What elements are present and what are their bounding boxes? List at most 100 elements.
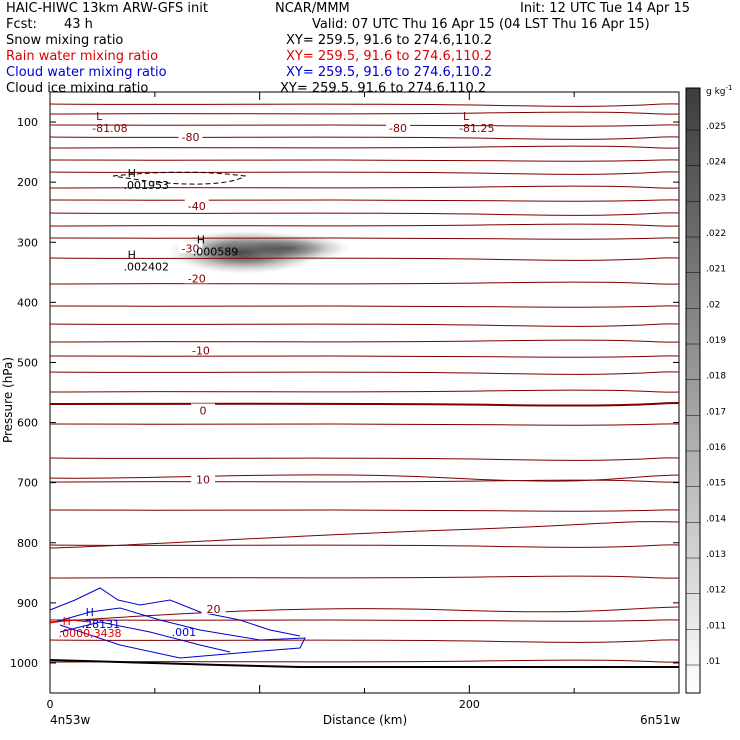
- y-tick-label: 200: [17, 176, 38, 189]
- isotherm-line: [49, 389, 680, 393]
- isotherm-label: -40: [188, 200, 206, 213]
- isotherm-line: [49, 323, 680, 327]
- colorbar-tick-label: .016: [706, 443, 726, 453]
- isotherm-line: [49, 305, 680, 308]
- y-tick-label: 500: [17, 356, 38, 369]
- isotherm-line: [49, 371, 680, 375]
- colorbar-tick-label: .025: [706, 122, 726, 132]
- extremum-marker: H: [128, 248, 136, 261]
- extremum-value: .000589: [193, 245, 239, 258]
- isotherm-line: [49, 339, 680, 343]
- terrain-line: [49, 659, 679, 668]
- freezing-level-isotherm: [49, 402, 680, 407]
- x-axis: 0 200: [47, 92, 680, 711]
- forecast-hours: 43 h: [64, 17, 93, 32]
- extremum-value: .001953: [124, 179, 169, 192]
- init-time: Init: 12 UTC Tue 14 Apr 15: [520, 1, 691, 16]
- colorbar-tick-label: .015: [706, 479, 726, 489]
- isotherm-line: [49, 457, 680, 461]
- field-snow-xy: XY= 259.5, 91.6 to 274.6,110.2: [286, 33, 493, 48]
- isotherm-line: [49, 212, 680, 216]
- isotherm-label-bg: [191, 472, 216, 485]
- colorbar-tick-label: .014: [706, 514, 726, 524]
- isotherm-line: [49, 474, 680, 482]
- colorbar-tick-label: .021: [706, 265, 726, 275]
- field-cloudwater-name: Cloud water mixing ratio: [6, 65, 167, 80]
- isotherm-line: [49, 237, 680, 240]
- extremum-value: .28131: [82, 618, 121, 631]
- isotherm-label: -30: [181, 242, 199, 255]
- y-tick-label: 700: [17, 477, 38, 490]
- isotherm-label-bg: [178, 130, 203, 143]
- x-tick-label: 200: [459, 698, 480, 711]
- colorbar-tick-label: .01: [706, 657, 720, 667]
- y-tick-label: 900: [17, 597, 38, 610]
- extremum-marker: H: [197, 233, 205, 246]
- y-tick-label: 300: [17, 236, 38, 249]
- isotherm-label: 10: [196, 474, 210, 487]
- y-tick-label: 1000: [10, 657, 38, 670]
- isotherm-line: [49, 136, 680, 140]
- colorbar-tick-label: .024: [706, 158, 726, 168]
- colorbar-tick-label: .011: [706, 621, 726, 631]
- isotherm-line: [49, 103, 680, 107]
- isotherm-lines: [49, 103, 680, 663]
- extremum-marker: L: [463, 110, 470, 123]
- x-axis-title: Distance (km): [323, 713, 407, 727]
- field-snow-name: Snow mixing ratio: [6, 33, 124, 48]
- field-rain-xy: XY= 259.5, 91.6 to 274.6,110.2: [286, 49, 493, 64]
- organization-label: NCAR/MMM: [275, 1, 350, 16]
- isotherm-line: [49, 575, 680, 579]
- plot-frame: [49, 91, 680, 694]
- cloud-ice-contour: [112, 171, 247, 185]
- cloud-water-contours: [49, 587, 306, 659]
- colorbar-tick-label: .017: [706, 407, 726, 417]
- colorbar: [685, 87, 701, 694]
- extremum-marker: L: [96, 110, 103, 123]
- extremum-marker: H: [63, 615, 71, 628]
- isotherm-label: -20: [188, 272, 206, 285]
- colorbar-tick-label: .012: [706, 586, 726, 596]
- isotherm-line: [49, 145, 680, 149]
- colorbar-tick-label: .019: [706, 336, 726, 346]
- isotherm-line: [49, 355, 680, 358]
- isotherm-label-bg: [191, 403, 216, 416]
- y-tick-label: 600: [17, 417, 38, 430]
- y-tick-label: 400: [17, 296, 38, 309]
- isotherm-line: [49, 124, 680, 127]
- snow-mixing-ratio-shading-tail: [230, 234, 350, 262]
- x-endpoint-left: 4n53w: [50, 713, 91, 727]
- plot-title: HAIC-HIWC 13km ARW-GFS init: [6, 1, 208, 16]
- isotherm-label-bg: [184, 199, 209, 212]
- colorbar-unit: g kg-1: [706, 84, 732, 97]
- x-tick-label: 0: [47, 698, 54, 711]
- isotherm-label-bg: [386, 121, 411, 134]
- isotherm-label-bg: [188, 343, 213, 356]
- colorbar-tick-label: .02: [706, 300, 720, 310]
- contour-labels: -80-80-40-30-20-1001020L-81.08L-81.25H.0…: [59, 110, 495, 640]
- colorbar-tick-label: .018: [706, 372, 726, 382]
- isotherm-line: [49, 257, 680, 261]
- isotherm-line: [49, 185, 680, 189]
- isotherm-line: [49, 171, 680, 175]
- rain-contour: [49, 619, 91, 624]
- isotherm-label-bg: [178, 241, 203, 254]
- isotherm-line: [49, 521, 680, 549]
- extremum-value: .002402: [124, 260, 169, 273]
- isotherm-label: 20: [207, 603, 221, 616]
- isotherm-line: [49, 639, 680, 643]
- isotherm-label-bg: [184, 271, 209, 284]
- isotherm-line: [49, 159, 680, 162]
- valid-time: Valid: 07 UTC Thu 16 Apr 15 (04 LST Thu …: [312, 17, 650, 32]
- y-axis-title: Pressure (hPa): [1, 357, 15, 443]
- colorbar-tick-label: .022: [706, 229, 726, 239]
- field-rain-name: Rain water mixing ratio: [6, 49, 159, 64]
- isotherm-line: [49, 606, 680, 623]
- isotherm-label-bg: [201, 601, 226, 614]
- isotherm-line: [49, 423, 680, 426]
- colorbar-tick-label: .023: [706, 193, 726, 203]
- isotherm-line: [49, 199, 680, 202]
- isotherm-line: [49, 544, 680, 548]
- isotherm-line: [49, 281, 680, 285]
